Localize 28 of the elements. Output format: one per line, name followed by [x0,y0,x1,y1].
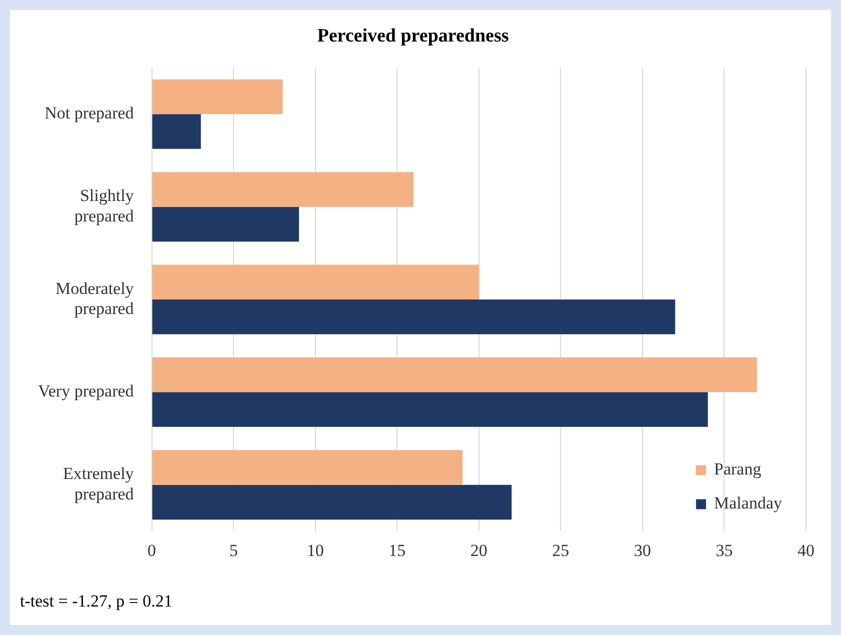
y-tick-label: Slightly prepared [74,186,134,226]
bar [152,172,414,207]
x-tick-label: 15 [388,540,406,560]
y-tick-label: Moderately prepared [55,278,134,318]
bar [152,206,299,242]
bar [152,484,512,520]
bar [152,450,463,485]
x-tick-label: 25 [552,540,570,560]
bar [152,357,757,392]
x-tick-label: 5 [229,540,238,560]
chart-title: Perceived preparedness [317,25,509,46]
x-tick-label: 40 [798,540,814,560]
legend-label: Malanday [714,494,782,513]
text: t-test = -1.27, p = 0.21 [20,591,172,610]
bar [152,114,201,149]
y-tick-label: Not prepared [44,104,134,123]
y-tick-label: Extremely prepared [62,464,134,504]
bar [152,79,283,114]
x-tick-label: 10 [306,540,324,560]
bar [152,300,676,334]
y-tick-label: Very prepared [38,382,134,401]
x-tick-label: 0 [148,540,156,560]
x-tick-label: 20 [470,540,488,560]
bar [152,392,708,427]
x-tick-label: 35 [716,540,733,560]
x-tick-label: 30 [634,540,651,560]
legend-label: Parang [714,460,762,479]
bar [152,264,479,300]
